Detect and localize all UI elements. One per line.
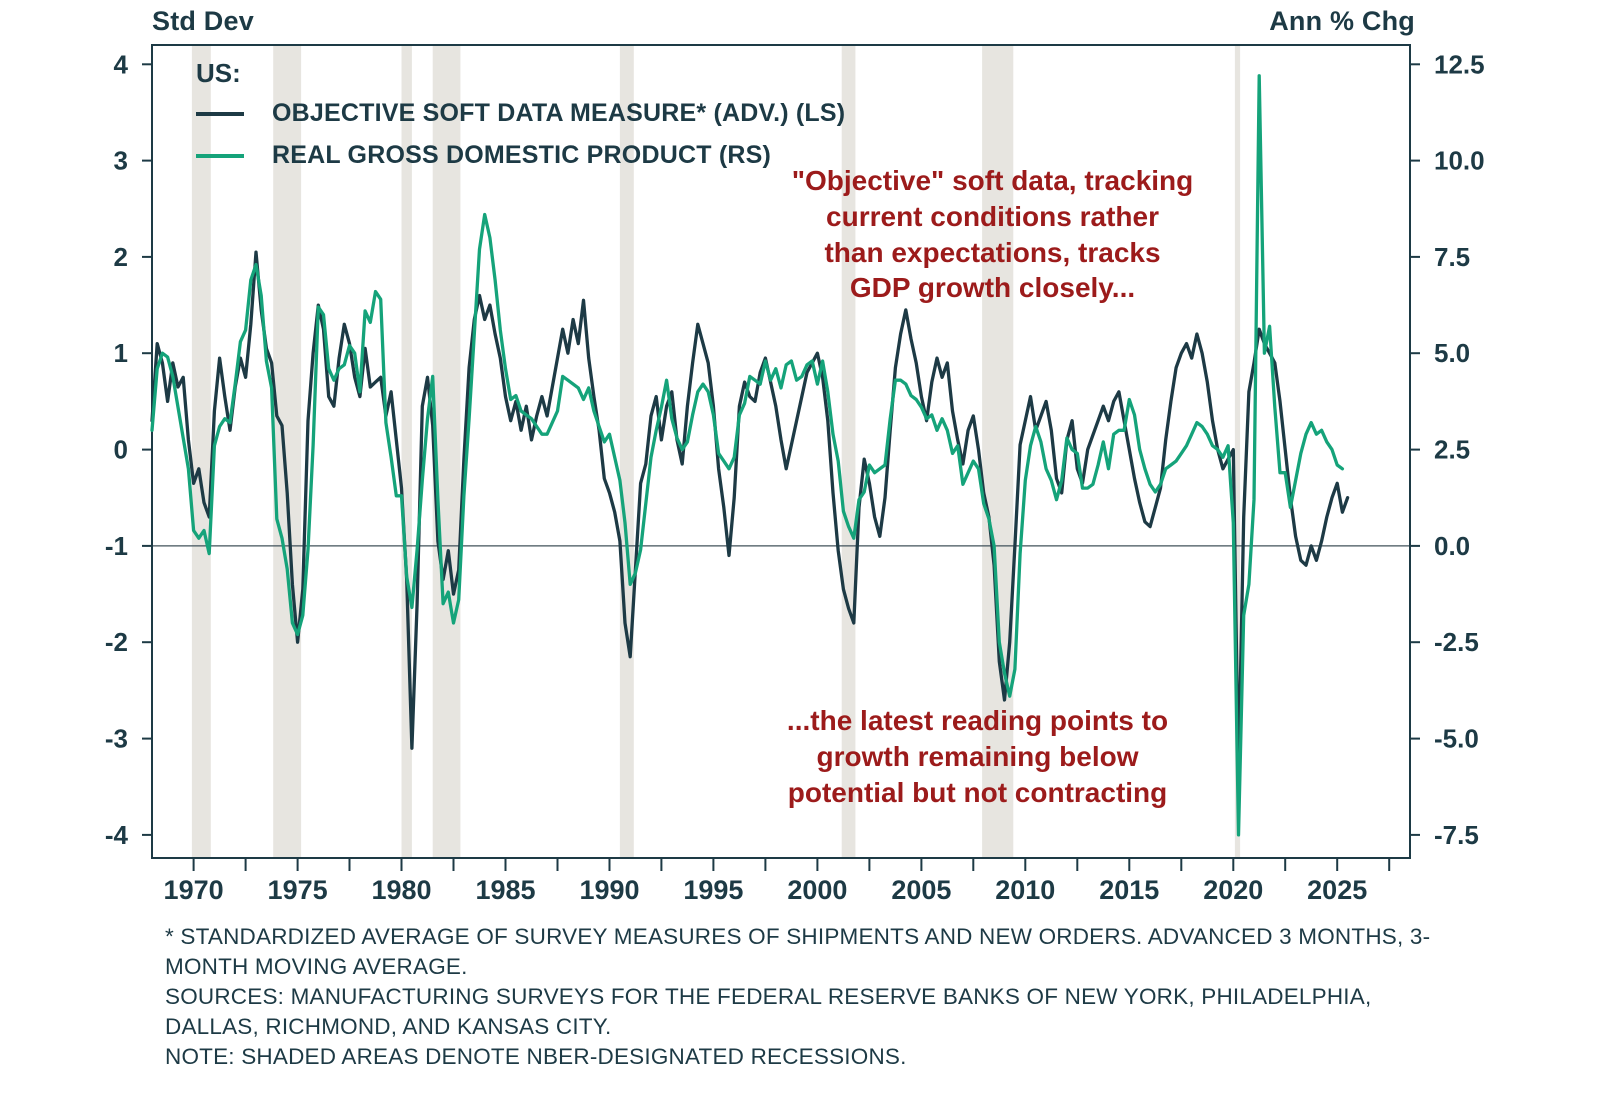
legend-swatch-soft-data	[196, 111, 244, 116]
left-tick-label: 2	[114, 242, 128, 272]
right-tick-label: 7.5	[1434, 242, 1470, 272]
footnote-line: SOURCES: MANUFACTURING SURVEYS FOR THE F…	[165, 983, 1372, 1039]
right-tick-label: 12.5	[1434, 49, 1485, 79]
year-label: 1970	[164, 875, 224, 905]
right-tick-label: 5.0	[1434, 338, 1470, 368]
left-tick-label: 0	[114, 435, 128, 465]
annotation-line: than expectations, tracks	[824, 236, 1161, 268]
year-label: 2010	[995, 875, 1055, 905]
legend-header: US:	[196, 58, 241, 88]
year-label: 1995	[683, 875, 743, 905]
plot-frame	[151, 44, 1411, 859]
year-label: 2015	[1099, 875, 1159, 905]
left-tick-label: 3	[114, 146, 128, 176]
recession-band	[841, 45, 856, 858]
left-tick-label: -2	[105, 627, 128, 657]
recession-band	[1234, 45, 1241, 858]
chart-legend: US: OBJECTIVE SOFT DATA MEASURE* (ADV.) …	[196, 58, 845, 183]
left-tick-label: -4	[105, 820, 129, 850]
right-tick-label: 2.5	[1434, 435, 1470, 465]
right-tick-label: 0.0	[1434, 531, 1470, 561]
recession-band	[191, 45, 211, 858]
year-label: 1990	[579, 875, 639, 905]
soft-data-line	[150, 250, 1350, 779]
footnote-line: * STANDARDIZED AVERAGE OF SURVEY MEASURE…	[165, 924, 1431, 979]
footnote-line: NOTE: SHADED AREAS DENOTE NBER-DESIGNATE…	[165, 1043, 907, 1069]
annotation-line: ...the latest reading points to	[786, 705, 1169, 736]
recession-band	[273, 45, 302, 858]
recession-band	[401, 45, 412, 858]
right-tick-label: -7.5	[1434, 820, 1479, 850]
annotation-top: "Objective" soft data, tracking current c…	[720, 163, 1265, 306]
annotation-line: current conditions rather	[826, 200, 1159, 232]
legend-item-gdp: REAL GROSS DOMESTIC PRODUCT (RS)	[196, 141, 845, 170]
footnotes: * STANDARDIZED AVERAGE OF SURVEY MEASURE…	[165, 922, 1450, 1072]
year-label: 2020	[1203, 875, 1263, 905]
gdp-line	[150, 74, 1345, 837]
legend-items: OBJECTIVE SOFT DATA MEASURE* (ADV.) (LS)…	[196, 99, 845, 170]
recession-band	[982, 45, 1014, 858]
dual-axis-line-chart: 4 3 2 1 0 -1 -2 -3 -4 12.5 10.0 7.5 5.0 2.5 0.0 -2.5 -5.…	[105, 44, 1485, 905]
left-tick-label: -3	[105, 724, 128, 754]
year-label: 1975	[268, 875, 328, 905]
left-tick-label: 1	[114, 338, 128, 368]
annotation-bottom: ...the latest reading points to growth re…	[700, 703, 1255, 810]
left-tick-label: 4	[114, 49, 129, 79]
right-axis-title: Ann % Chg	[1269, 6, 1415, 36]
left-axis-title: Std Dev	[152, 6, 254, 36]
annotation-line: potential but not contracting	[787, 776, 1168, 808]
year-label: 2000	[787, 875, 847, 905]
legend-item-soft-data: OBJECTIVE SOFT DATA MEASURE* (ADV.) (LS)	[196, 99, 845, 128]
right-tick-label: -2.5	[1434, 627, 1479, 657]
year-label: 2025	[1307, 875, 1367, 905]
year-label: 2005	[891, 875, 951, 905]
right-tick-label: -5.0	[1434, 724, 1479, 754]
left-tick-label: -1	[105, 531, 128, 561]
annotation-line: GDP growth closely...	[849, 272, 1136, 304]
legend-swatch-gdp	[196, 153, 244, 158]
legend-label-gdp: REAL GROSS DOMESTIC PRODUCT (RS)	[272, 141, 772, 169]
right-tick-label: 10.0	[1434, 146, 1485, 176]
year-label: 1985	[475, 875, 535, 905]
annotation-line: growth remaining below	[816, 740, 1139, 772]
year-label: 1980	[371, 875, 431, 905]
annotation-line: "Objective" soft data, tracking	[791, 165, 1194, 196]
legend-label-soft-data: OBJECTIVE SOFT DATA MEASURE* (ADV.) (LS)	[272, 99, 846, 127]
